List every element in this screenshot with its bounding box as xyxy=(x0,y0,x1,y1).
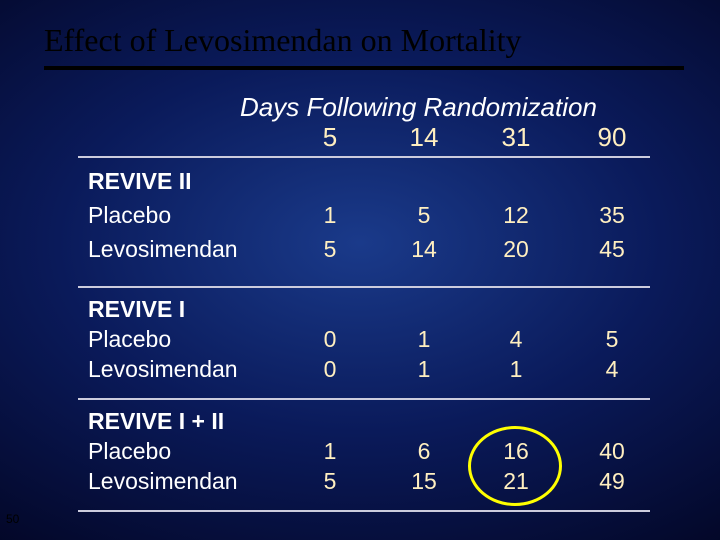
table-rule xyxy=(78,510,650,512)
column-header: 31 xyxy=(486,122,546,153)
table-cell: 14 xyxy=(394,236,454,263)
row-label: Placebo xyxy=(88,326,171,353)
table-cell: 0 xyxy=(300,326,360,353)
table-cell: 5 xyxy=(394,202,454,229)
table-cell: 5 xyxy=(300,468,360,495)
row-label: Levosimendan xyxy=(88,468,238,495)
row-label: Placebo xyxy=(88,202,171,229)
table-cell: 35 xyxy=(582,202,642,229)
highlight-circle xyxy=(468,426,562,506)
table-cell: 1 xyxy=(300,202,360,229)
row-label: Placebo xyxy=(88,438,171,465)
table-cell: 4 xyxy=(486,326,546,353)
table-cell: 1 xyxy=(486,356,546,383)
slide-title: Effect of Levosimendan on Mortality xyxy=(44,22,522,59)
page-number: 50 xyxy=(6,512,19,526)
table-cell: 49 xyxy=(582,468,642,495)
column-header: 5 xyxy=(300,122,360,153)
table-cell: 20 xyxy=(486,236,546,263)
table-header-title: Days Following Randomization xyxy=(240,92,597,123)
section-label: REVIVE II xyxy=(88,168,192,195)
section-label: REVIVE I + II xyxy=(88,408,224,435)
title-underline xyxy=(44,66,684,70)
row-label: Levosimendan xyxy=(88,356,238,383)
table-cell: 1 xyxy=(394,356,454,383)
table-cell: 6 xyxy=(394,438,454,465)
table-cell: 15 xyxy=(394,468,454,495)
table-cell: 45 xyxy=(582,236,642,263)
table-cell: 40 xyxy=(582,438,642,465)
column-header: 90 xyxy=(582,122,642,153)
column-header: 14 xyxy=(394,122,454,153)
row-label: Levosimendan xyxy=(88,236,238,263)
table-rule xyxy=(78,286,650,288)
table-cell: 1 xyxy=(394,326,454,353)
table-rule xyxy=(78,156,650,158)
table-cell: 1 xyxy=(300,438,360,465)
table-cell: 5 xyxy=(300,236,360,263)
table-cell: 5 xyxy=(582,326,642,353)
section-label: REVIVE I xyxy=(88,296,185,323)
table-cell: 4 xyxy=(582,356,642,383)
table-rule xyxy=(78,398,650,400)
table-cell: 12 xyxy=(486,202,546,229)
table-cell: 0 xyxy=(300,356,360,383)
